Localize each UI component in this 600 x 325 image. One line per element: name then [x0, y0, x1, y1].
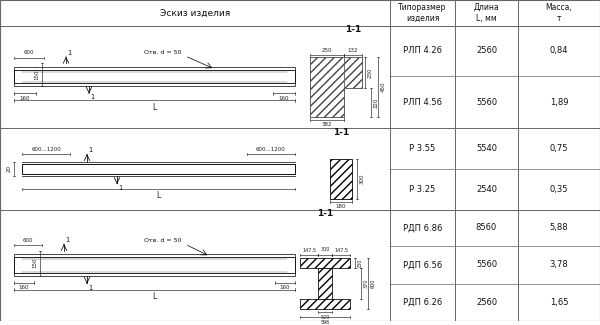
Text: Р 3.55: Р 3.55 [409, 144, 436, 153]
Bar [14, 257, 295, 273]
Text: 220: 220 [373, 97, 379, 108]
Text: 1: 1 [65, 237, 69, 243]
Text: 150: 150 [35, 69, 40, 80]
Text: 5560: 5560 [476, 260, 497, 269]
Text: L: L [157, 191, 161, 200]
Text: 147,5: 147,5 [334, 247, 348, 253]
Text: 600...1200: 600...1200 [256, 147, 286, 152]
Bar [344, 57, 362, 88]
Text: Эскиз изделия: Эскиз изделия [160, 8, 230, 17]
Text: 1-1: 1-1 [345, 25, 361, 34]
Text: 1: 1 [90, 94, 94, 100]
Bar [14, 67, 295, 70]
Bar [344, 57, 362, 88]
Text: 596: 596 [320, 320, 329, 325]
Text: 1: 1 [88, 285, 92, 291]
Text: 147,5: 147,5 [302, 247, 316, 253]
Text: 0,35: 0,35 [550, 185, 568, 194]
Bar [14, 70, 295, 83]
Bar [318, 268, 332, 299]
Text: 150: 150 [32, 258, 37, 268]
Text: 1-1: 1-1 [333, 128, 349, 137]
Text: Отв. d = 50: Отв. d = 50 [145, 238, 182, 243]
Text: 160: 160 [280, 285, 290, 290]
Text: 2560: 2560 [476, 298, 497, 307]
Text: L: L [152, 292, 157, 301]
Bar [14, 83, 295, 85]
Text: РЛП 4.26: РЛП 4.26 [403, 46, 442, 56]
Text: Длина
L, мм: Длина L, мм [473, 3, 499, 23]
Text: 370: 370 [364, 279, 368, 288]
Text: 1: 1 [88, 147, 92, 153]
Text: РДП 6.26: РДП 6.26 [403, 298, 442, 307]
Text: 1: 1 [67, 50, 71, 56]
Text: Отв. d = 50: Отв. d = 50 [145, 50, 182, 55]
Text: РДП 6.56: РДП 6.56 [403, 260, 442, 269]
Text: РЛП 4.56: РЛП 4.56 [403, 98, 442, 107]
Bar [300, 299, 350, 309]
Text: 0,75: 0,75 [550, 144, 568, 153]
Bar [14, 254, 295, 257]
Text: 20: 20 [7, 165, 11, 173]
Text: 520: 520 [320, 315, 329, 320]
Text: 160: 160 [20, 96, 30, 101]
Text: L: L [152, 103, 157, 112]
Text: 0,84: 0,84 [550, 46, 568, 56]
Text: 600: 600 [24, 50, 34, 55]
Text: 600...1200: 600...1200 [31, 147, 61, 152]
Text: 5540: 5540 [476, 144, 497, 153]
Bar [330, 159, 352, 199]
Text: 300: 300 [320, 247, 329, 253]
Text: 1,89: 1,89 [550, 98, 568, 107]
Text: 3,78: 3,78 [550, 260, 568, 269]
Text: 1: 1 [118, 185, 122, 191]
Text: 2540: 2540 [476, 185, 497, 194]
Text: 2560: 2560 [476, 46, 497, 56]
Bar [22, 164, 295, 174]
Text: 1-1: 1-1 [317, 209, 333, 218]
Text: 230: 230 [358, 258, 362, 267]
Text: 160: 160 [279, 96, 289, 101]
Text: 600: 600 [23, 238, 33, 242]
Text: 180: 180 [336, 204, 346, 209]
Text: 5,88: 5,88 [550, 223, 568, 232]
Text: РДП 6.86: РДП 6.86 [403, 223, 442, 232]
Bar [300, 258, 350, 268]
Text: 8560: 8560 [476, 223, 497, 232]
Bar [310, 57, 344, 117]
Bar [310, 57, 344, 117]
Text: 600: 600 [371, 279, 376, 288]
Text: 230: 230 [367, 67, 373, 78]
Text: Типоразмер
изделия: Типоразмер изделия [398, 3, 446, 23]
Text: 250: 250 [322, 48, 332, 53]
Text: 5560: 5560 [476, 98, 497, 107]
Text: 1,65: 1,65 [550, 298, 568, 307]
Text: 450: 450 [380, 82, 386, 92]
Text: Масса,
т: Масса, т [545, 3, 572, 23]
Text: 382: 382 [322, 122, 332, 127]
Text: 300: 300 [359, 174, 365, 184]
Bar [14, 273, 295, 276]
Text: Р 3.25: Р 3.25 [409, 185, 436, 194]
Text: 160: 160 [19, 285, 29, 290]
Text: 132: 132 [348, 48, 358, 53]
